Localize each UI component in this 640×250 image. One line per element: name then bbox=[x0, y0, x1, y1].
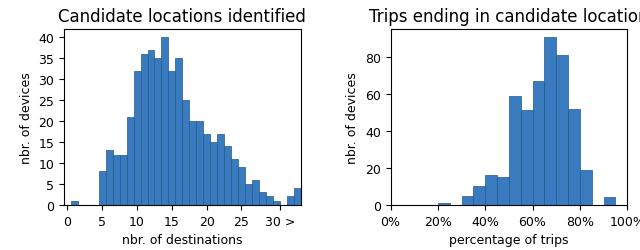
Bar bbox=[154, 59, 161, 205]
Title: Trips ending in candidate location: Trips ending in candidate location bbox=[369, 8, 640, 26]
Bar bbox=[580, 170, 592, 205]
Bar bbox=[497, 177, 509, 205]
Bar bbox=[509, 96, 521, 205]
Bar bbox=[99, 172, 106, 205]
Bar bbox=[175, 59, 182, 205]
Bar bbox=[189, 122, 196, 205]
Y-axis label: nbr. of devices: nbr. of devices bbox=[20, 72, 33, 163]
Bar bbox=[182, 101, 189, 205]
Bar bbox=[273, 201, 280, 205]
Bar bbox=[210, 142, 217, 205]
Bar bbox=[141, 55, 147, 205]
Bar bbox=[161, 38, 168, 205]
X-axis label: nbr. of destinations: nbr. of destinations bbox=[122, 233, 243, 246]
Bar bbox=[245, 184, 252, 205]
Bar bbox=[461, 196, 474, 205]
Bar bbox=[532, 82, 545, 205]
Bar bbox=[238, 168, 245, 205]
Bar bbox=[252, 180, 259, 205]
Bar bbox=[231, 159, 238, 205]
Bar bbox=[134, 72, 141, 205]
Bar bbox=[287, 197, 294, 205]
Bar bbox=[604, 198, 616, 205]
Bar bbox=[127, 118, 134, 205]
Bar bbox=[120, 155, 127, 205]
Bar bbox=[203, 134, 210, 205]
X-axis label: percentage of trips: percentage of trips bbox=[449, 233, 568, 246]
Bar bbox=[294, 188, 301, 205]
Bar bbox=[556, 56, 568, 205]
Bar bbox=[224, 147, 231, 205]
Bar bbox=[147, 51, 154, 205]
Bar bbox=[196, 122, 203, 205]
Bar bbox=[568, 109, 580, 205]
Bar bbox=[217, 134, 224, 205]
Bar bbox=[521, 111, 532, 205]
Bar bbox=[71, 201, 78, 205]
Bar bbox=[474, 186, 485, 205]
Bar bbox=[485, 176, 497, 205]
Title: Candidate locations identified: Candidate locations identified bbox=[58, 8, 307, 26]
Bar bbox=[545, 37, 556, 205]
Y-axis label: nbr. of devices: nbr. of devices bbox=[346, 72, 359, 163]
Bar bbox=[106, 151, 113, 205]
Bar bbox=[438, 203, 450, 205]
Bar bbox=[168, 72, 175, 205]
Bar bbox=[259, 192, 266, 205]
Bar bbox=[266, 197, 273, 205]
Bar bbox=[113, 155, 120, 205]
